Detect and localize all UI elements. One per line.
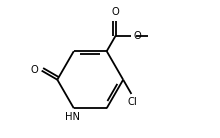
Text: HN: HN [66, 112, 81, 122]
Text: Cl: Cl [127, 97, 137, 107]
Text: O: O [112, 7, 120, 17]
Text: O: O [134, 30, 141, 41]
Text: O: O [31, 65, 39, 75]
